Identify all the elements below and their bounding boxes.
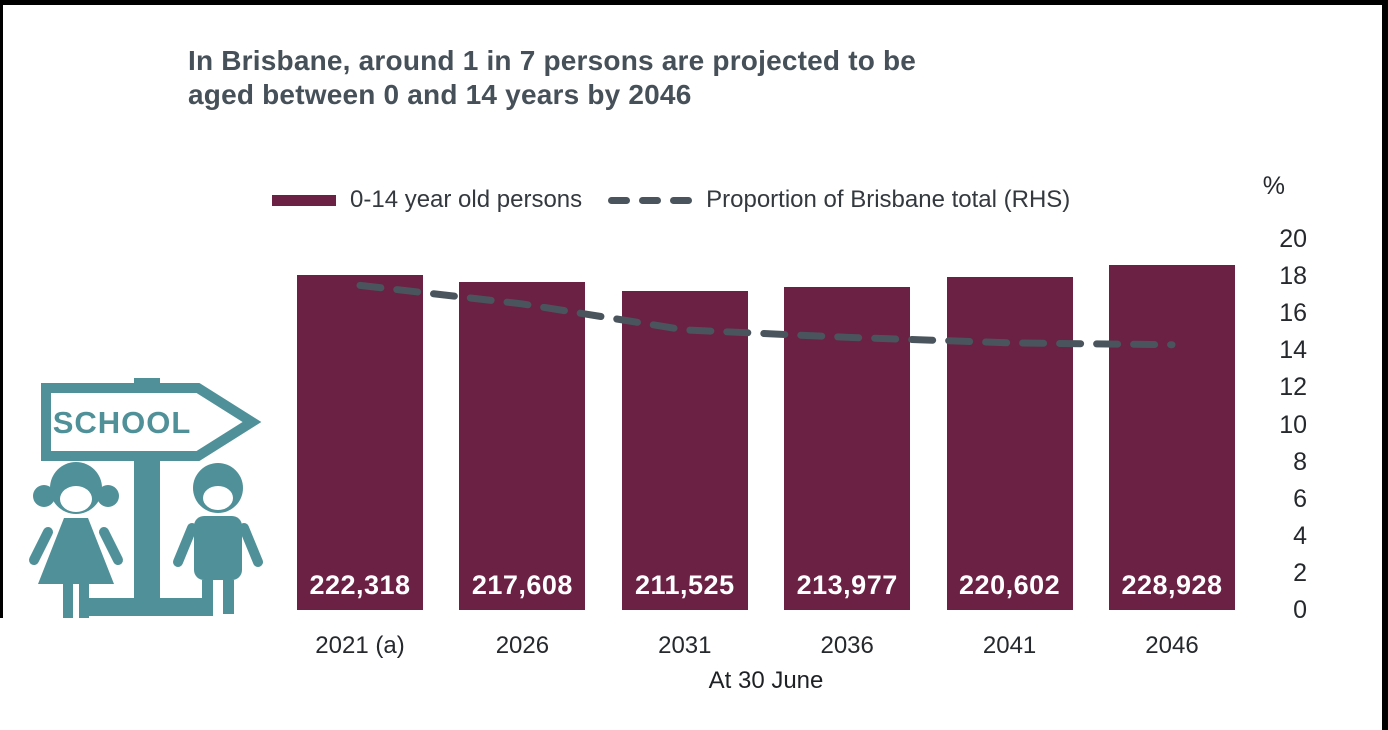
- right-axis-unit-label: %: [1262, 172, 1285, 200]
- bar-value-label: 228,928: [1121, 570, 1223, 600]
- right-axis-tick: 8: [1293, 447, 1307, 476]
- boy-leg-right: [223, 580, 234, 614]
- right-axis-tick: 16: [1279, 299, 1307, 328]
- girl-leg-left: [63, 584, 73, 618]
- signpost-base: [83, 598, 213, 616]
- bar-2046: 228,928: [1109, 265, 1235, 610]
- legend-bar-swatch: [272, 194, 336, 206]
- legend: 0-14 year old persons Proportion of Bris…: [272, 186, 1070, 214]
- legend-bar-label: 0-14 year old persons: [350, 186, 583, 213]
- girl-pigtail-left: [33, 485, 55, 507]
- girl-face: [60, 486, 92, 512]
- window-border-top: [0, 0, 1388, 5]
- x-axis-tick-label: 2041: [982, 632, 1037, 659]
- right-axis-tick: 2: [1293, 558, 1307, 587]
- bar-value-label: 217,608: [471, 570, 573, 600]
- window-border-right: [1382, 0, 1388, 730]
- right-axis-tick: 0: [1293, 596, 1307, 624]
- girl-pigtail-right: [97, 485, 119, 507]
- x-axis-tick-label: 2031: [658, 632, 712, 659]
- x-axis-title: At 30 June: [708, 667, 824, 694]
- bar-value-label: 213,977: [796, 570, 898, 600]
- x-axis-tick-label: 2046: [1145, 632, 1199, 659]
- chart-title: In Brisbane, around 1 in 7 persons are p…: [188, 44, 916, 112]
- chart-title-line2: aged between 0 and 14 years by 2046: [188, 79, 692, 110]
- bar-value-label: 220,602: [959, 570, 1061, 600]
- boy-torso: [194, 516, 242, 580]
- bar-value-label: 222,318: [309, 570, 411, 600]
- x-axis-tick-label: 2021 (a): [315, 632, 405, 659]
- bar-2026: 217,608: [459, 282, 586, 610]
- girl-dress: [38, 518, 114, 584]
- school-children-icon: SCHOOL: [29, 378, 263, 618]
- right-axis-tick: 10: [1279, 410, 1307, 439]
- right-axis-tick: 18: [1279, 262, 1307, 291]
- boy-face: [203, 486, 233, 510]
- right-axis-tick: 12: [1279, 373, 1307, 402]
- right-axis-tick: 20: [1279, 225, 1307, 253]
- window-border-left: [0, 0, 3, 618]
- x-axis-tick-label: 2026: [495, 632, 550, 659]
- school-sign-arrow: [41, 383, 262, 461]
- girl-arm-left: [29, 527, 53, 565]
- school-sign-text: SCHOOL: [53, 405, 192, 440]
- bar-2036: 213,977: [784, 287, 911, 610]
- girl-arm-right: [99, 527, 123, 565]
- bar-2021 (a): 222,318: [297, 275, 423, 610]
- right-axis-tick: 4: [1293, 521, 1307, 550]
- right-axis-tick: 6: [1293, 484, 1307, 513]
- legend-dashed-line-swatch: [608, 196, 693, 204]
- boy-leg-left: [202, 580, 213, 614]
- bar-2031: 211,525: [621, 291, 748, 610]
- bar-2041: 220,602: [946, 277, 1073, 610]
- boy-arm-left: [173, 523, 197, 567]
- bar-value-label: 211,525: [634, 570, 735, 600]
- chart-title-line1: In Brisbane, around 1 in 7 persons are p…: [188, 45, 917, 76]
- legend-line-label: Proportion of Brisbane total (RHS): [706, 186, 1071, 213]
- boy-arm-right: [239, 523, 263, 567]
- girl-leg-right: [79, 584, 89, 618]
- right-axis-tick: 14: [1279, 336, 1307, 365]
- x-axis-tick-label: 2036: [820, 632, 874, 659]
